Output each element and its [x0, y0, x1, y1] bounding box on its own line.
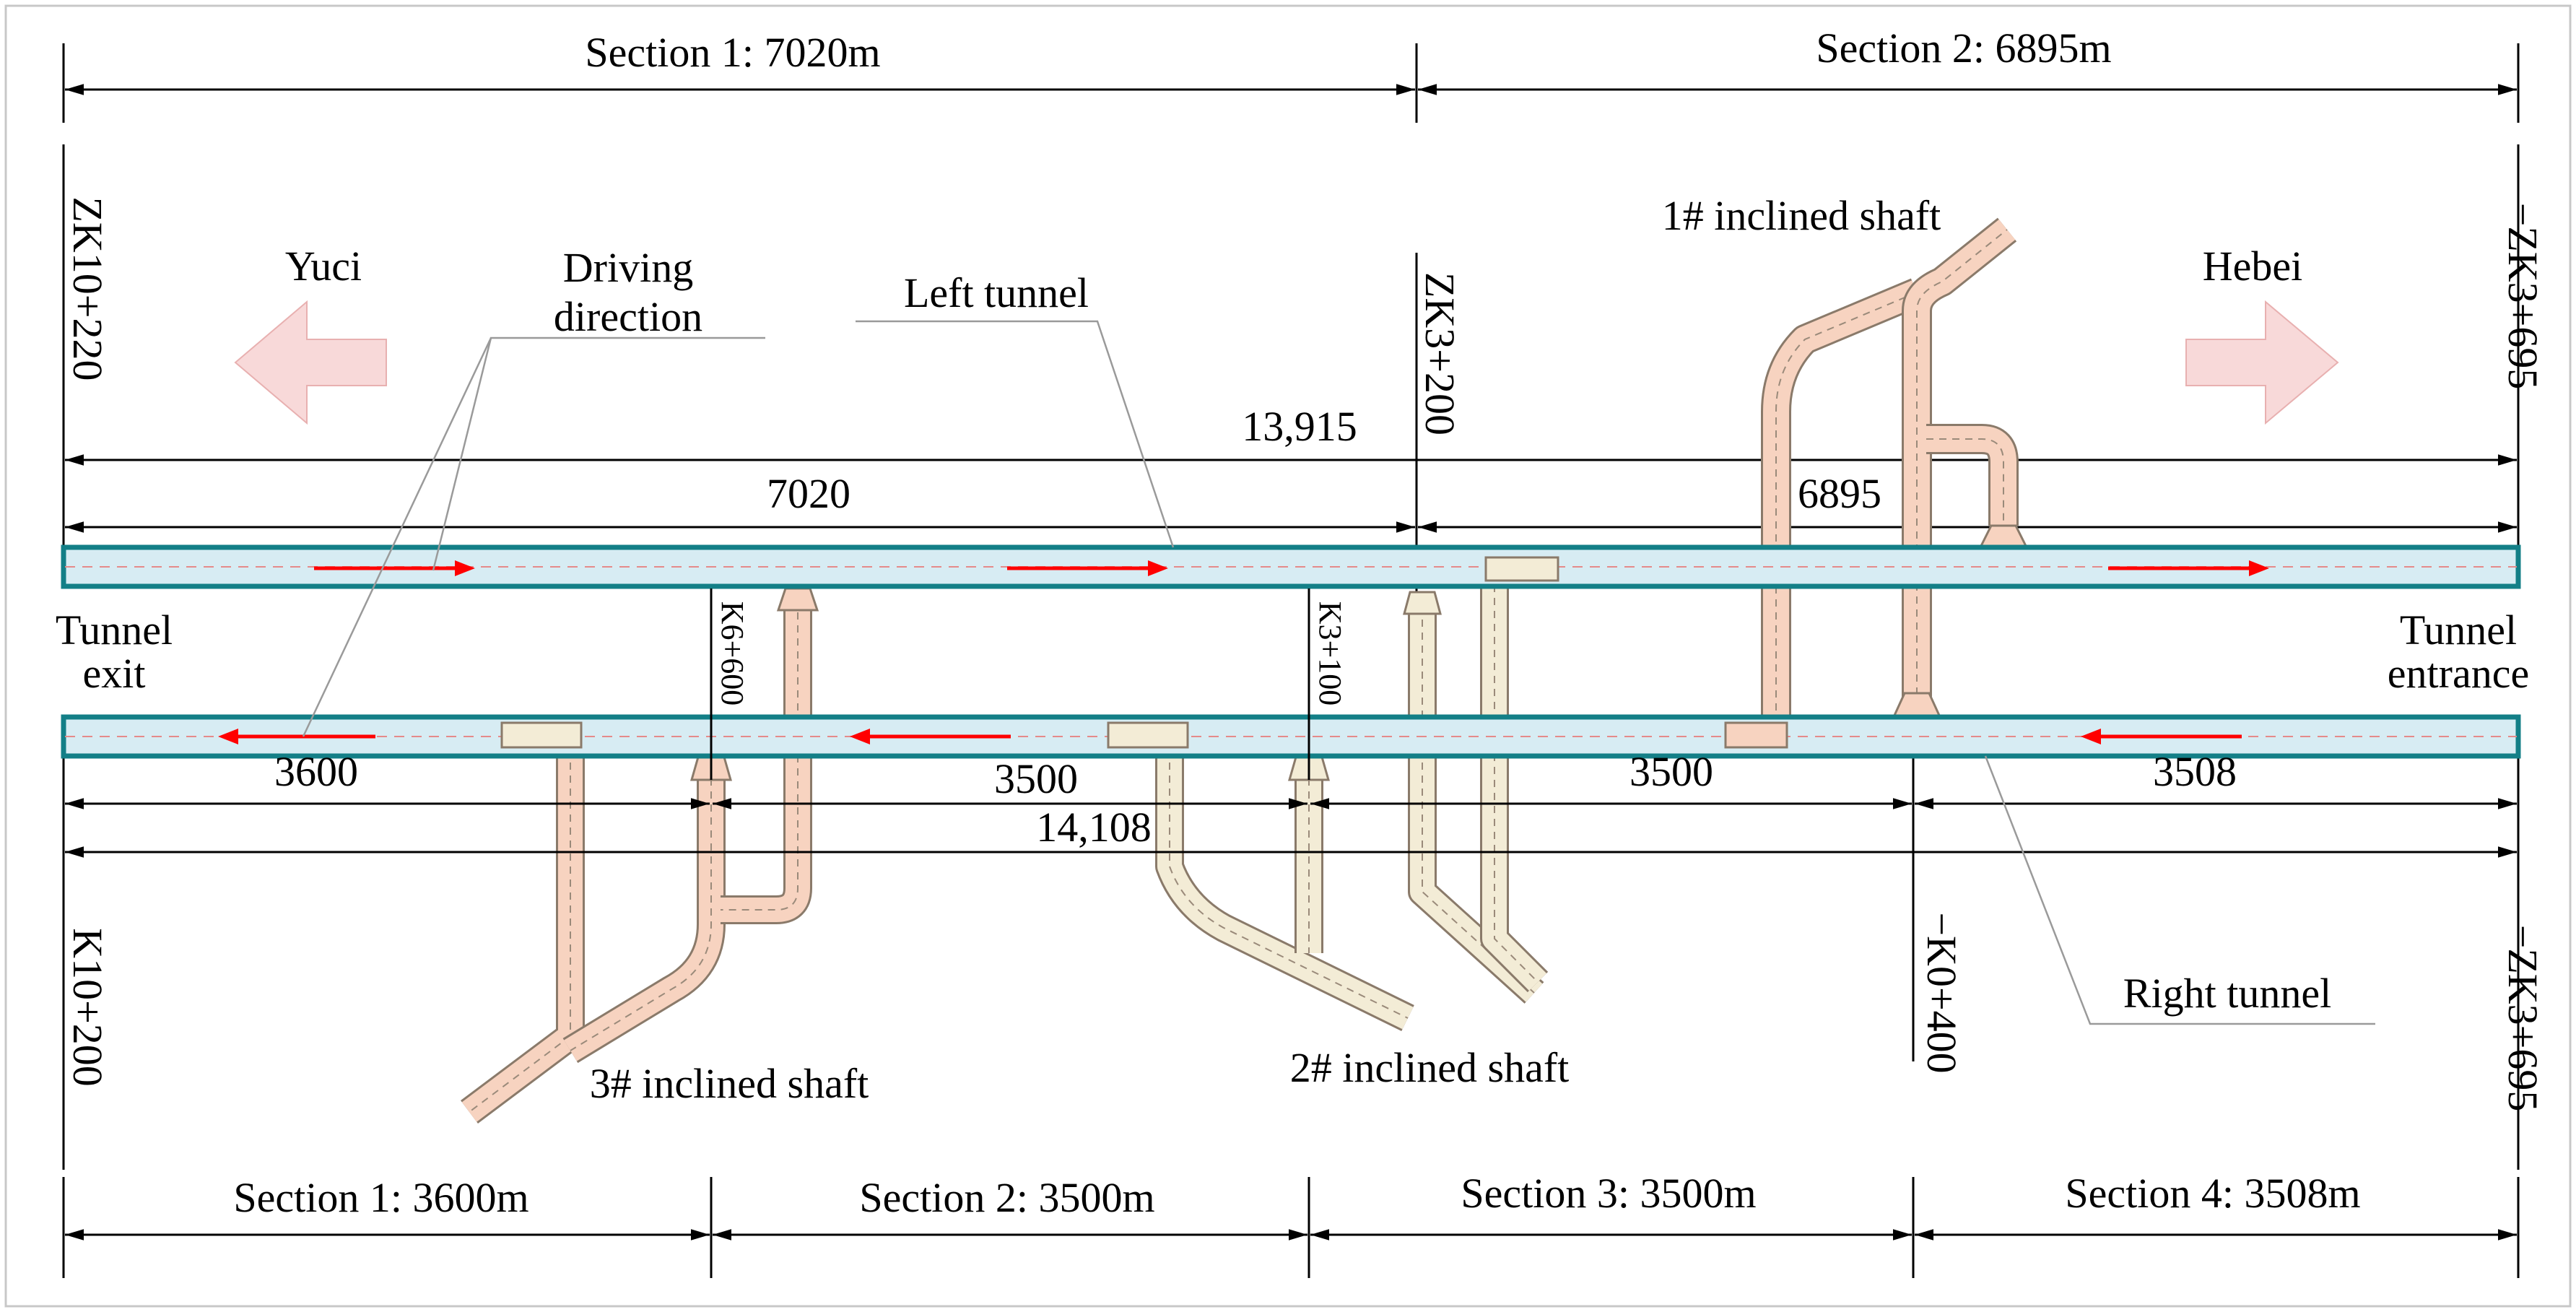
shaft-2-flare-a: [1403, 591, 1442, 615]
bottom-section-2-label: Section 2: 3500m: [859, 1174, 1154, 1221]
direction-right-label: Hebei: [2203, 243, 2303, 290]
left-tunnel-label: Left tunnel: [904, 269, 1089, 316]
arrow-left-icon: [2081, 729, 2101, 744]
shaft-3-branches: [461, 587, 819, 1124]
left-tunnel-leader: [856, 320, 1175, 548]
tunnel-entrance-label-line1: Tunnel: [2400, 607, 2517, 653]
shaft-2-left-branch: [1107, 721, 1414, 1031]
shaft-3-right-tunnel-connection: [500, 721, 583, 749]
left-total-length: 13,915: [1242, 403, 1357, 450]
top-section-dimension: Section 1: 7020m Section 2: 6895m: [62, 25, 2520, 123]
right-seg4-length: 3508: [2153, 748, 2237, 795]
left-second-length: 6895: [1798, 470, 1881, 517]
station-zk10-220: ZK10+220: [64, 196, 111, 381]
right-seg1-length: 3600: [274, 748, 358, 795]
left-tunnel: [61, 544, 2521, 589]
bottom-section-dimension: Section 1: 3600m Section 2: 3500m Sectio…: [62, 1170, 2520, 1278]
station-zk3-695-bottom: −ZK3+695: [2499, 925, 2546, 1112]
top-section-2-label: Section 2: 6895m: [1816, 25, 2111, 71]
right-tunnel-label: Right tunnel: [2123, 970, 2331, 1017]
bottom-section-4-label: Section 4: 3508m: [2065, 1170, 2360, 1217]
station-k10-200: K10+200: [64, 928, 111, 1087]
bottom-section-1-label: Section 1: 3600m: [233, 1174, 528, 1221]
right-tunnel-body: [61, 714, 2521, 759]
shaft-2-left-tunnel-connection: [1484, 556, 1559, 582]
arrow-right-icon: [2249, 560, 2269, 576]
station-k3-100: K3+100: [1313, 601, 1348, 706]
driving-direction-leader-1: [432, 336, 765, 571]
top-section-1-label: Section 1: 7020m: [585, 29, 880, 76]
shaft-2-right-branch: [1403, 556, 1555, 1004]
direction-left-label: Yuci: [285, 243, 362, 290]
shaft-1-right-tunnel-connection: [1724, 721, 1788, 749]
yuci-direction-arrow: Yuci: [234, 243, 387, 425]
arrow-left-icon: [850, 729, 870, 744]
station-zk3-200: ZK3+200: [1417, 272, 1463, 435]
left-tunnel-dimensions: 13,915 7020 6895: [65, 403, 2517, 533]
tunnel-exit-label-line2: exit: [83, 650, 146, 697]
shaft-3-flare-b: [776, 587, 819, 612]
shaft-1-left-branch: [1724, 278, 1923, 748]
right-tunnel-dimensions: 3600 3500 3500 3508 14,108: [65, 748, 2517, 858]
right-arrow-icon: [2185, 300, 2339, 425]
driving-direction-leader-2: [302, 337, 492, 737]
right-tunnel-leader: [1984, 755, 2375, 1025]
right-seg3-length: 3500: [1629, 748, 1713, 795]
shaft-1-label: 1# inclined shaft: [1662, 192, 1941, 239]
hebei-direction-arrow: Hebei: [2185, 243, 2339, 425]
figure-border: [4, 4, 2572, 1308]
shaft-2-right-tunnel-connection: [1107, 721, 1189, 749]
right-seg2-length: 3500: [994, 755, 1078, 802]
left-first-length: 7020: [767, 470, 850, 517]
arrow-right-icon: [455, 560, 475, 576]
tunnel-exit-label-line1: Tunnel: [56, 607, 173, 653]
station-k6-600: K6+600: [715, 601, 750, 706]
station-zk3-695-top: −ZK3+695: [2499, 203, 2546, 390]
right-total-length: 14,108: [1036, 804, 1152, 851]
bottom-section-3-label: Section 3: 3500m: [1461, 1170, 1756, 1217]
station-k0-400: −K0+400: [1918, 912, 1965, 1073]
arrow-right-icon: [1148, 560, 1168, 576]
left-arrow-icon: [234, 300, 387, 425]
driving-direction-label-line1: Driving: [563, 244, 693, 291]
arrow-left-icon: [218, 729, 238, 744]
right-tunnel: [61, 714, 2521, 759]
tunnel-entrance-label-line2: entrance: [2388, 650, 2529, 697]
driving-direction-label-line2: direction: [554, 293, 702, 340]
shaft-3-label: 3# inclined shaft: [590, 1060, 869, 1107]
shaft-1-right-branch: [1891, 217, 2029, 720]
shaft-2-label: 2# inclined shaft: [1290, 1044, 1570, 1091]
